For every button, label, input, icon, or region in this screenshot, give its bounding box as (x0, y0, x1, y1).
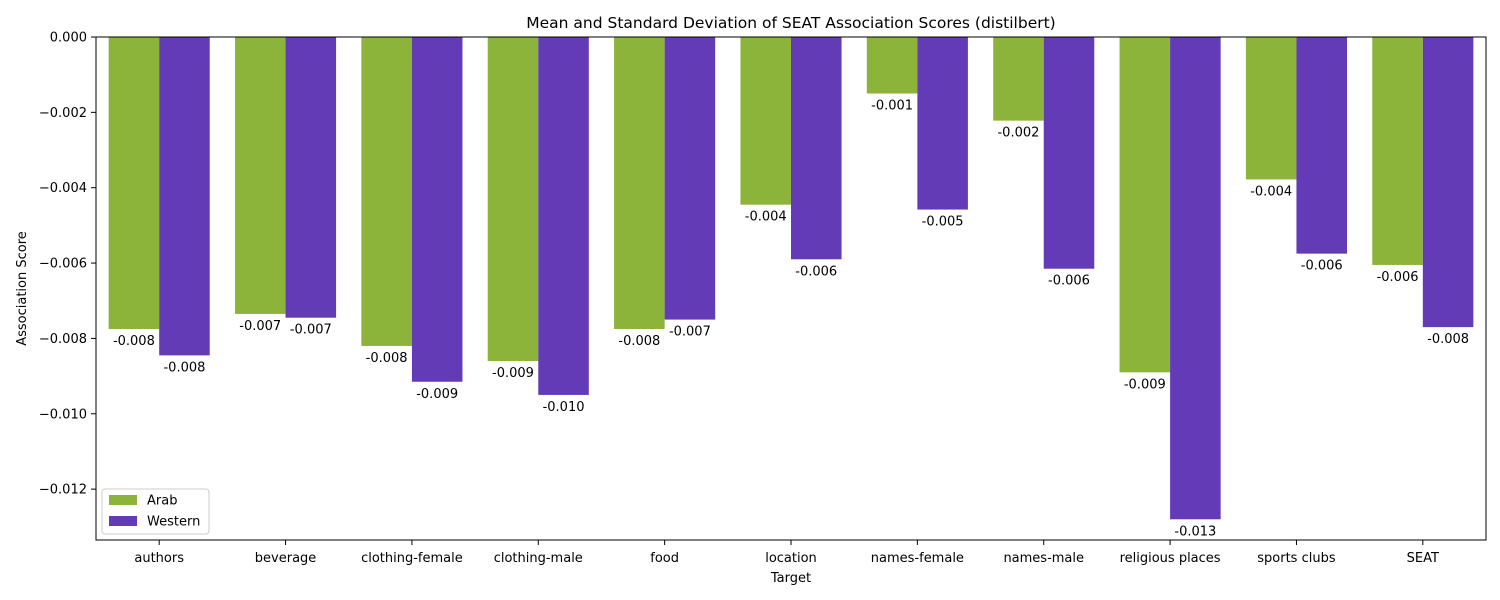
bar-western-beverage (285, 37, 337, 318)
x-tick-label: SEAT (1407, 551, 1439, 566)
bars-layer (108, 37, 1474, 520)
bar-arab-food (614, 37, 665, 330)
bar-value-label: -0.008 (1427, 332, 1469, 347)
bar-value-label: -0.004 (745, 210, 787, 225)
bar-western-religious-places (1170, 37, 1221, 520)
x-axis-title: Target (770, 571, 811, 586)
bar-value-label: -0.001 (871, 99, 913, 114)
bar-arab-sports-clubs (1245, 37, 1297, 180)
x-tick-label: location (765, 551, 817, 566)
bar-value-label: -0.004 (1250, 184, 1292, 199)
bar-western-food (664, 37, 716, 320)
bar-arab-location (740, 37, 791, 205)
y-axis-title: Association Score (15, 231, 30, 346)
bar-value-label: -0.009 (492, 366, 534, 381)
x-tick-label: names-male (1003, 551, 1084, 566)
bar-value-label: -0.007 (669, 325, 711, 340)
x-tick-label: authors (134, 551, 184, 566)
bar-western-authors (159, 37, 210, 356)
x-tick-label: religious places (1120, 551, 1221, 566)
bar-arab-religious-places (1119, 37, 1171, 373)
legend-label-arab: Arab (147, 494, 177, 509)
y-tick-label: 0.000 (50, 31, 87, 46)
bar-value-label: -0.006 (1377, 270, 1419, 285)
y-tick-label: −0.010 (39, 407, 87, 422)
bar-arab-names-female (866, 37, 918, 94)
bar-arab-clothing-male (487, 37, 539, 362)
bar-value-label: -0.009 (416, 387, 458, 402)
bar-western-seat (1422, 37, 1474, 328)
bar-value-label: -0.008 (618, 334, 660, 349)
y-tick-label: −0.012 (39, 483, 87, 498)
bar-value-label: -0.008 (163, 360, 205, 375)
y-tick-label: −0.004 (39, 181, 87, 196)
bar-value-label: -0.005 (922, 215, 964, 230)
bar-value-label: -0.006 (1048, 274, 1090, 289)
bar-value-label: -0.006 (1301, 259, 1343, 274)
x-tick-label: beverage (255, 551, 317, 566)
bar-arab-seat (1372, 37, 1423, 265)
bar-arab-clothing-female (361, 37, 412, 346)
bar-arab-authors (108, 37, 160, 330)
bar-arab-beverage (235, 37, 286, 314)
bar-value-label: -0.008 (113, 334, 155, 349)
bar-value-label: -0.007 (290, 323, 332, 338)
x-tick-label: sports clubs (1257, 551, 1336, 566)
bar-western-clothing-female (411, 37, 463, 382)
bar-value-label: -0.013 (1174, 524, 1216, 539)
legend-label-western: Western (147, 515, 200, 530)
bar-western-names-male (1043, 37, 1095, 269)
bar-labels-layer: -0.008 -0.007 -0.008 -0.009 -0.008 -0.004 -0.0… (113, 99, 1469, 540)
bar-value-label: -0.009 (1124, 377, 1166, 392)
bar-arab-names-male (993, 37, 1044, 121)
bar-value-label: -0.006 (795, 264, 837, 279)
bar-value-label: -0.002 (997, 126, 1039, 141)
chart-title: Mean and Standard Deviation of SEAT Asso… (526, 14, 1055, 32)
x-tick-label: clothing-female (361, 551, 463, 566)
x-tick-label: clothing-male (494, 551, 583, 566)
bar-value-label: -0.008 (366, 351, 408, 366)
legend-swatch-western (109, 516, 137, 526)
y-tick-label: −0.008 (39, 332, 87, 347)
bar-western-clothing-male (538, 37, 589, 395)
legend-swatch-arab (109, 495, 137, 505)
y-tick-label: −0.002 (39, 106, 87, 121)
bar-western-names-female (917, 37, 968, 210)
x-tick-label: names-female (871, 551, 964, 566)
legend: Arab Western (101, 488, 210, 535)
y-tick-label: −0.006 (39, 257, 87, 272)
axes-layer: 0.000 −0.002 −0.004 −0.006 −0.008 −0.010 −0.01… (39, 31, 1487, 566)
bar-value-label: -0.007 (239, 319, 281, 334)
x-tick-label: food (650, 551, 679, 566)
bar-value-label: -0.010 (543, 400, 585, 415)
bar-western-location (791, 37, 842, 260)
bar-western-sports-clubs (1296, 37, 1347, 254)
